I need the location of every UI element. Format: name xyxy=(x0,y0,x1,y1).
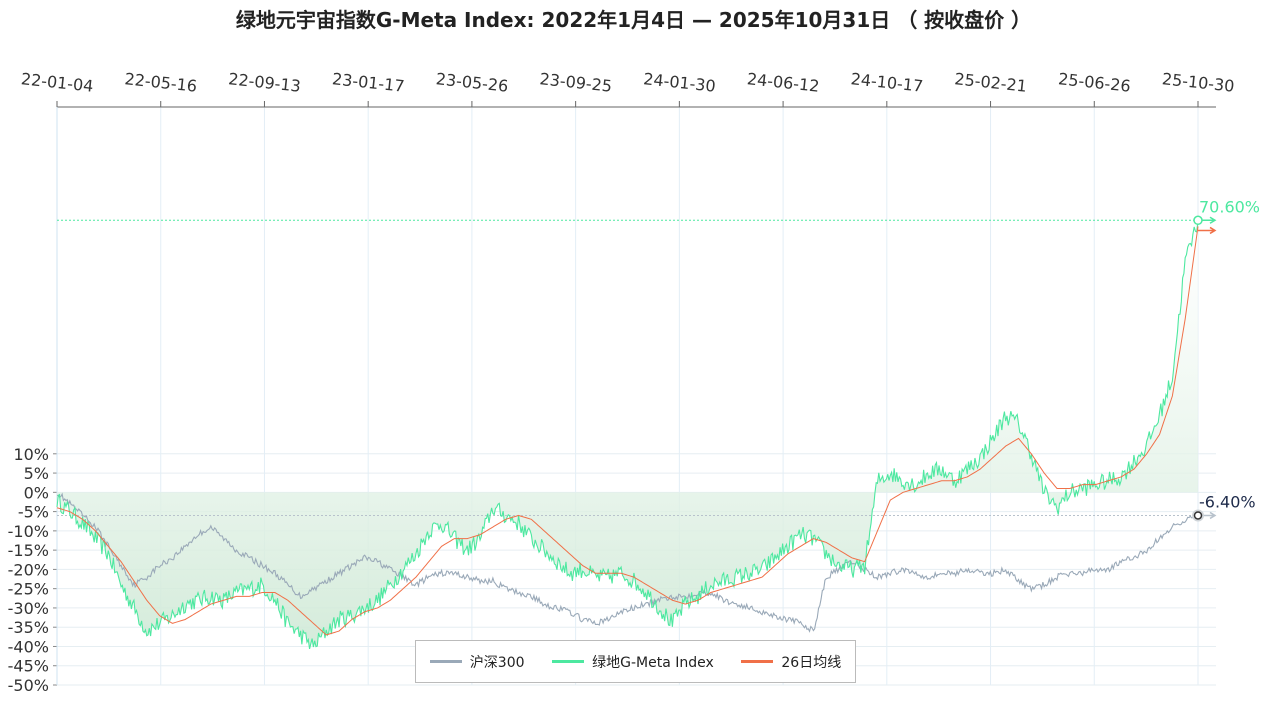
x-tick-label: 22-05-16 xyxy=(124,69,198,95)
legend-item-hs300[interactable]: 沪深300 xyxy=(429,652,525,672)
hs300-end-marker xyxy=(1193,511,1203,520)
x-axis: 22-01-04 22-05-16 22-09-13 23-01-17 23-05-26… xyxy=(20,69,1235,108)
legend-item-gmeta[interactable]: 绿地G-Meta Index xyxy=(552,652,714,672)
x-tick-label: 24-06-12 xyxy=(746,69,820,95)
y-tick-label: 10% xyxy=(13,445,49,464)
legend-label-gmeta: 绿地G-Meta Index xyxy=(592,654,714,671)
gmeta-end-arrow xyxy=(1202,216,1217,224)
legend-item-ma26[interactable]: 26日均线 xyxy=(741,652,841,672)
x-tick-label: 23-01-17 xyxy=(331,69,405,95)
x-tick-label: 25-10-30 xyxy=(1161,69,1235,95)
y-tick-label: -5% xyxy=(18,503,49,522)
x-tick-label: 25-06-26 xyxy=(1057,69,1131,95)
y-tick-label: 5% xyxy=(24,464,49,483)
x-tick-label: 24-01-30 xyxy=(642,69,716,95)
gmeta-end-label: 70.60% xyxy=(1199,197,1260,216)
y-tick-label: -10% xyxy=(8,522,49,541)
x-tick-label: 22-09-13 xyxy=(228,69,302,95)
y-tick-label: -50% xyxy=(8,676,49,695)
y-tick-label: -25% xyxy=(8,580,49,599)
legend-swatch-ma26 xyxy=(741,660,774,663)
y-tick-label: -40% xyxy=(8,637,49,656)
legend-swatch-hs300 xyxy=(429,660,462,663)
y-tick-label: -35% xyxy=(8,618,49,637)
legend-label-hs300: 沪深300 xyxy=(469,654,525,671)
legend-label-ma26: 26日均线 xyxy=(781,654,842,671)
y-tick-label: -15% xyxy=(8,541,49,560)
end-markers: 70.60% -6.40% xyxy=(1192,197,1260,522)
series-layer xyxy=(56,219,1216,650)
hs300-end-label: -6.40% xyxy=(1199,492,1256,511)
x-tick-label: 23-09-25 xyxy=(539,69,613,95)
y-tick-label: 0% xyxy=(24,483,49,502)
ma26-end-arrow xyxy=(1198,226,1217,235)
legend: 沪深300 绿地G-Meta Index 26日均线 xyxy=(415,640,856,683)
y-tick-label: -20% xyxy=(8,560,49,579)
series-line-ma26 xyxy=(56,226,1199,636)
legend-swatch-gmeta xyxy=(552,660,585,663)
y-tick-label: -30% xyxy=(8,599,49,618)
series-line-hs300 xyxy=(56,492,1199,633)
y-axis: 10%5%0%-5%-10%-15%-20%-25%-30%-35%-40%-4… xyxy=(8,107,58,695)
gmeta-end-marker xyxy=(1193,215,1203,226)
y-tick-label: -45% xyxy=(8,657,49,676)
x-tick-label: 23-05-26 xyxy=(435,69,509,95)
chart-title: 绿地元宇宙指数G-Meta Index: 2022年1月4日 — 2025年10… xyxy=(235,8,1032,32)
x-tick-label: 24-10-17 xyxy=(850,69,924,95)
gmeta-area xyxy=(57,220,1198,649)
series-line-gmeta xyxy=(56,220,1199,650)
x-tick-label: 25-02-21 xyxy=(954,69,1028,95)
x-tick-label: 22-01-04 xyxy=(20,69,94,95)
hs300-end-arrow xyxy=(1204,511,1217,520)
